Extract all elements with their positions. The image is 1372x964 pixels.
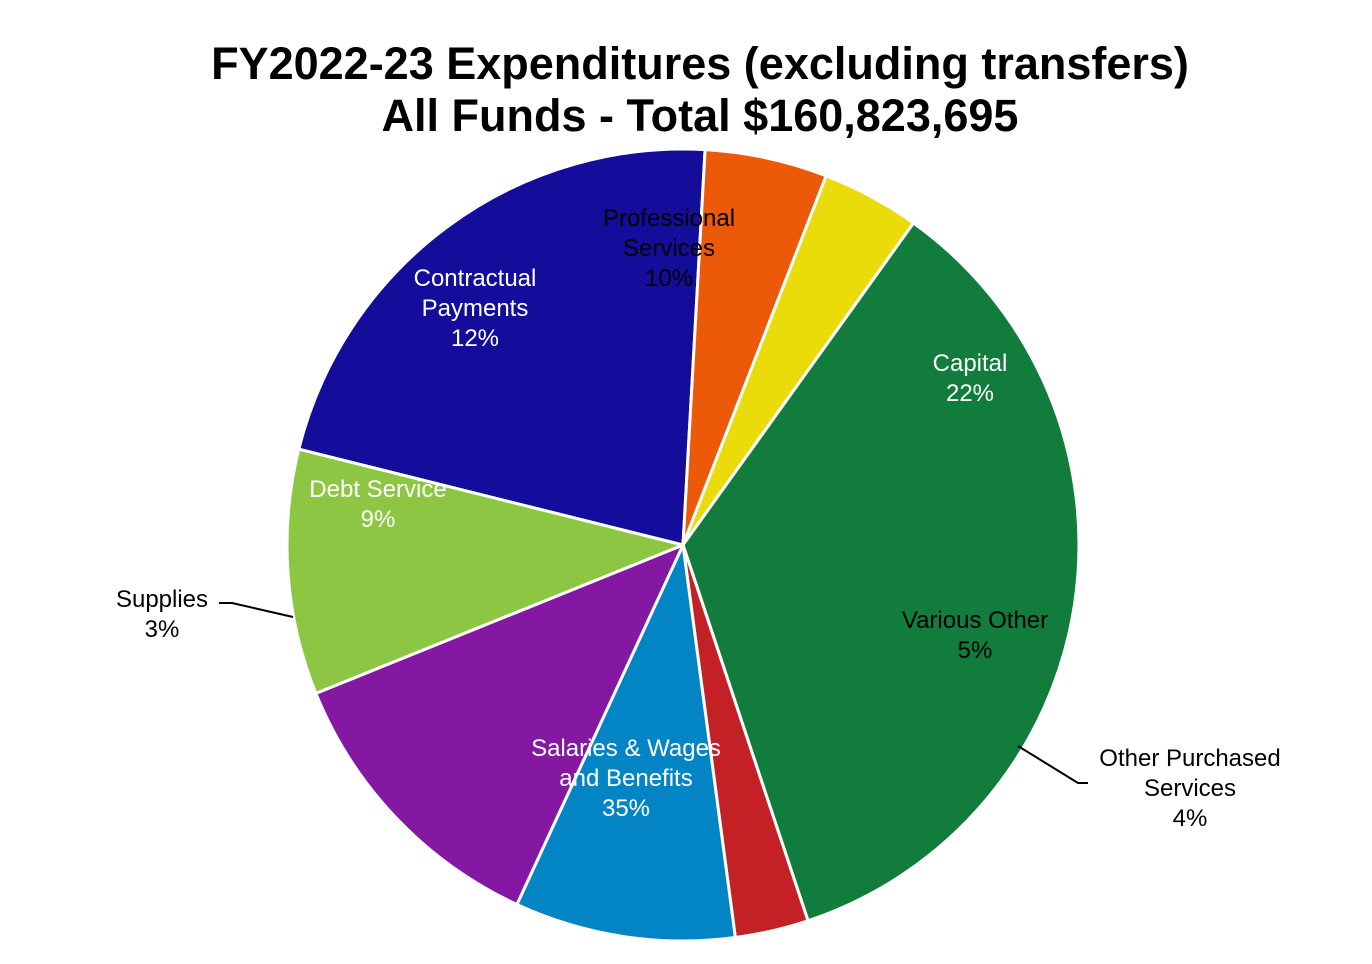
slice-name-line: Services bbox=[1144, 775, 1236, 802]
slice-labels: Capital 22% Various Other 5% Other Purchased… bbox=[116, 205, 1281, 832]
pie-slice-capital bbox=[297, 147, 707, 547]
slice-percent: 35% bbox=[602, 795, 650, 822]
slice-percent: 5% bbox=[958, 637, 993, 664]
slice-label-capital: Capital 22% bbox=[933, 350, 1008, 407]
chart-subtitle: All Funds - Total $160,823,695 bbox=[381, 90, 1019, 141]
slice-label-salaries-wages-and-benefits: Salaries & Wages and Benefits 35% bbox=[531, 735, 721, 822]
slice-name-line: Professional bbox=[603, 205, 735, 232]
chart-title: FY2022-23 Expenditures (excluding transf… bbox=[0, 38, 1372, 142]
leader-lines bbox=[219, 602, 1088, 784]
slice-percent: 12% bbox=[451, 325, 499, 352]
pie-slice-debt-service bbox=[515, 543, 737, 943]
slice-name-line: Various Other bbox=[902, 607, 1048, 634]
slice-percent: 22% bbox=[946, 380, 994, 407]
slice-label-debt-service: Debt Service 9% bbox=[309, 476, 446, 533]
leader-line-other-purchased-services bbox=[1017, 745, 1088, 784]
slice-name-line: Capital bbox=[933, 350, 1008, 377]
slice-label-other-purchased-services: Other Purchased Services 4% bbox=[1099, 745, 1280, 832]
slice-name-line: Services bbox=[623, 235, 715, 262]
slice-name-line: Other Purchased bbox=[1099, 745, 1280, 772]
slice-name-line: Contractual bbox=[414, 265, 537, 292]
slice-name-line: and Benefits bbox=[559, 765, 692, 792]
slice-label-contractual-payments: Contractual Payments 12% bbox=[414, 265, 537, 352]
pie-slice-contractual-payments bbox=[314, 543, 685, 906]
pie-slice-salaries-wages-and-benefits bbox=[681, 221, 1081, 923]
slice-name-line: Payments bbox=[422, 295, 529, 322]
pie-slices bbox=[285, 147, 1081, 943]
slice-name-line: Supplies bbox=[116, 586, 208, 613]
slice-percent: 10% bbox=[645, 265, 693, 292]
slice-percent: 9% bbox=[361, 506, 396, 533]
slice-label-various-other: Various Other 5% bbox=[902, 607, 1048, 664]
slice-name-line: Salaries & Wages bbox=[531, 735, 721, 762]
slice-label-supplies: Supplies 3% bbox=[116, 586, 208, 643]
slice-label-professional-services: Professional Services 10% bbox=[603, 205, 735, 292]
leader-line-supplies bbox=[219, 602, 294, 618]
pie-slice-professional-services bbox=[285, 447, 685, 695]
slice-percent: 4% bbox=[1173, 805, 1208, 832]
slice-percent: 3% bbox=[145, 616, 180, 643]
slice-name-line: Debt Service bbox=[309, 476, 446, 503]
chart-title-line: FY2022-23 Expenditures (excluding transf… bbox=[211, 38, 1189, 89]
